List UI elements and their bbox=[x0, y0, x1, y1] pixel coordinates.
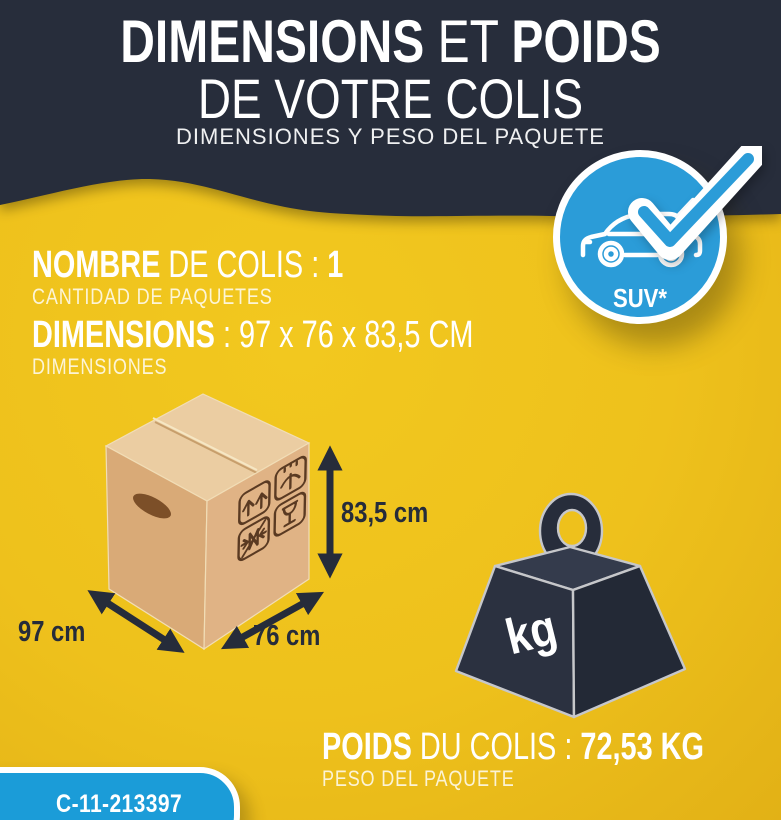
weight-label-es: PESO DEL PAQUETE bbox=[322, 766, 515, 791]
reference-code: C-11-213397 bbox=[55, 789, 183, 818]
weight-value: 72,53 KG bbox=[580, 726, 705, 768]
depth-dimension-label: 76 cm bbox=[253, 620, 321, 652]
title-bold-poids: POIDS bbox=[511, 8, 661, 75]
width-dimension-label: 97 cm bbox=[18, 616, 86, 648]
dimensions-value: 97 x 76 x 83,5 CM bbox=[239, 314, 474, 356]
package-count-label-regular: DE COLIS bbox=[168, 244, 304, 286]
package-count-label-es: CANTIDAD DE PAQUETES bbox=[32, 284, 273, 309]
weight-ring bbox=[538, 492, 604, 570]
weight-unit-label: kg bbox=[500, 598, 562, 666]
height-dimension-label: 83,5 cm bbox=[341, 497, 429, 529]
width-arrow bbox=[87, 590, 185, 653]
package-count-row: NOMBRE DE COLIS : 1 bbox=[32, 244, 344, 286]
dimensions-label-bold: DIMENSIONS bbox=[32, 314, 215, 356]
package-count-label-bold: NOMBRE bbox=[32, 244, 161, 286]
do-not-clamp-icon bbox=[237, 516, 271, 562]
dimensions-separator: : bbox=[222, 314, 231, 356]
weight-label-bold: POIDS bbox=[322, 726, 412, 768]
cardboard-box-illustration bbox=[104, 393, 311, 651]
weight-label-regular: DU COLIS bbox=[419, 726, 557, 768]
title-bold-dimensions: DIMENSIONS bbox=[120, 8, 425, 75]
keep-dry-icon bbox=[274, 455, 307, 501]
dimension-arrows bbox=[87, 445, 343, 653]
checkmark-icon bbox=[628, 146, 762, 260]
suv-badge-label: SUV* bbox=[612, 283, 668, 313]
title-regular-et: ET bbox=[437, 8, 499, 75]
header-background bbox=[0, 0, 781, 217]
weight-illustration bbox=[454, 492, 687, 719]
box-handle-hole bbox=[133, 493, 171, 519]
fragile-icon bbox=[273, 491, 307, 537]
dimensions-label-es: DIMENSIONES bbox=[32, 354, 168, 379]
package-dimensions-row: DIMENSIONS : 97 x 76 x 83,5 CM bbox=[32, 314, 474, 356]
package-count-separator: : bbox=[311, 244, 320, 286]
reference-code-badge: C-11-213397 bbox=[0, 767, 240, 820]
package-count-value: 1 bbox=[327, 244, 344, 286]
package-weight-row: POIDS DU COLIS : 72,53 KG bbox=[322, 726, 705, 768]
packaging-symbols bbox=[237, 455, 307, 562]
weight-separator: : bbox=[564, 726, 573, 768]
this-way-up-icon bbox=[238, 480, 271, 526]
page-title: DIMENSIONS ET POIDS bbox=[78, 10, 703, 73]
page-title-line2: DE VOTRE COLIS bbox=[197, 67, 584, 130]
page-subtitle-es: DIMENSIONES Y PESO DEL PAQUETE bbox=[176, 124, 605, 149]
